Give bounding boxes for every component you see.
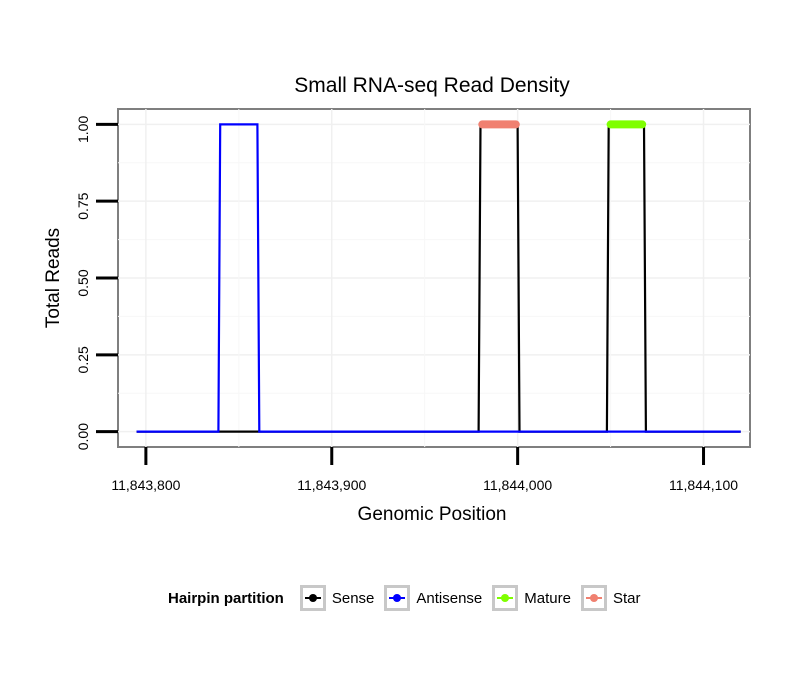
legend-item-sense: Sense: [299, 585, 375, 611]
y-tick-label: 1.00: [75, 116, 91, 143]
legend: Hairpin partition Sense Antisense Mature…: [168, 585, 650, 611]
y-tick-label: 0.00: [75, 423, 91, 450]
y-tick-label: 0.25: [75, 346, 91, 373]
y-tick-label: 0.50: [75, 269, 91, 296]
y-axis: 0.00 0.25 0.50 0.75 1.00: [75, 116, 118, 450]
x-tick-label: 11,844,000: [483, 477, 552, 493]
legend-item-star: Star: [580, 585, 641, 611]
legend-key-mature: [492, 585, 519, 611]
x-tick-label: 11,843,900: [297, 477, 366, 493]
y-tick-label: 0.75: [75, 192, 91, 219]
legend-label-antisense: Antisense: [416, 589, 483, 607]
series-line-antisense: [136, 123, 741, 433]
legend-item-antisense: Antisense: [384, 585, 482, 611]
legend-label-star: Star: [612, 589, 641, 607]
legend-label-sense: Sense: [331, 589, 375, 607]
x-tick-label: 11,844,100: [669, 477, 738, 493]
legend-item-mature: Mature: [492, 585, 571, 611]
chart-title: Small RNA-seq Read Density: [294, 74, 570, 97]
legend-title: Hairpin partition: [168, 589, 284, 607]
legend-key-sense: [299, 585, 326, 611]
x-axis-label: Genomic Position: [358, 504, 507, 525]
legend-key-antisense: [384, 585, 411, 611]
series-layer: [136, 120, 741, 433]
legend-key-star: [580, 585, 607, 611]
x-tick-label: 11,843,800: [111, 477, 180, 493]
x-axis: 11,843,800 11,843,900 11,844,000 11,844,100: [111, 447, 738, 493]
legend-label-mature: Mature: [524, 589, 571, 607]
y-axis-label: Total Reads: [43, 228, 64, 328]
